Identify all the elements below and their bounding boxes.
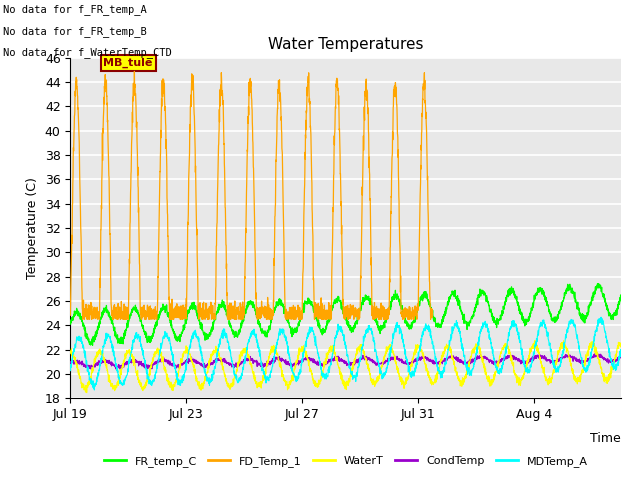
Text: Time: Time <box>590 432 621 445</box>
Text: No data for f_FR_temp_B: No data for f_FR_temp_B <box>3 25 147 36</box>
Text: MB_tule: MB_tule <box>104 58 153 68</box>
Text: No data for f_WaterTemp_CTD: No data for f_WaterTemp_CTD <box>3 47 172 58</box>
Title: Water Temperatures: Water Temperatures <box>268 37 423 52</box>
Legend: FR_temp_C, FD_Temp_1, WaterT, CondTemp, MDTemp_A: FR_temp_C, FD_Temp_1, WaterT, CondTemp, … <box>99 452 592 471</box>
Text: No data for f_FR_temp_A: No data for f_FR_temp_A <box>3 4 147 15</box>
Y-axis label: Temperature (C): Temperature (C) <box>26 177 39 279</box>
